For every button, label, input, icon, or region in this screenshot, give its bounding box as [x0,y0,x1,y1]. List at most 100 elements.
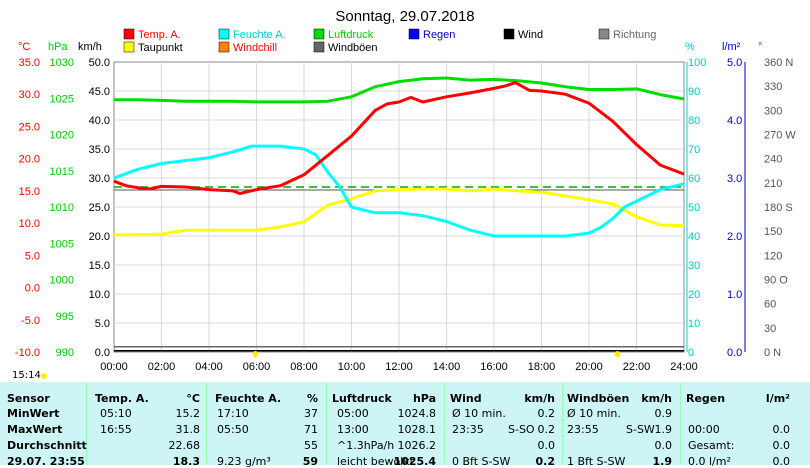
percent-axis-label: % [685,41,695,53]
hpa-tick-label: 995 [56,311,74,323]
gust-value: 1.9 [654,423,673,436]
wind-value: 0.0 [537,439,556,452]
legend-label: Taupunkt [138,42,183,54]
row-label: MinWert [7,407,60,420]
header-rain-unit: l/m² [765,392,790,405]
degrees-tick-label: 90 O [764,275,788,287]
wind-value: 0.2 [537,423,556,436]
wind-value: 0.2 [535,455,556,468]
degrees-tick-label: 360 N [764,57,793,69]
column-separator [444,382,445,465]
degrees-tick-label: 240 [764,154,782,166]
x-tick-label: 16:00 [480,361,508,373]
x-tick-label: 24:00 [670,361,698,373]
hum-value: 59 [302,455,318,468]
column-separator [680,382,681,465]
legend-label: Luftdruck [328,29,374,41]
degrees-tick-label: 60 [764,299,776,311]
lm2-tick-label: 4.0 [727,115,742,127]
row-label: 29.07. 23:55 [7,455,85,468]
series-line-taupunkt [114,187,685,237]
legend-swatch [408,28,420,40]
legend-label: Windböen [328,42,378,54]
legend-swatch [218,41,230,53]
header-wind-unit: km/h [524,392,555,405]
tick-labels: 35.0 30.0 25.0 20.0 15.0 10.0 5.0 0.0 -5.0 -10.0 1… [15,57,796,373]
gust-value: 0.0 [654,439,673,452]
celsius-tick-label: 35.0 [19,57,40,69]
rain-time: 0.0 l/m² [688,455,731,468]
rain-time: Gesamt: [688,439,735,452]
gust-value: 0.9 [654,407,673,420]
celsius-tick-label: 15.0 [19,186,40,198]
legend-swatch [503,28,515,40]
percent-tick-label: 70 [688,144,700,156]
gust-time: 23:55 [567,423,599,436]
legend-swatch [218,28,230,40]
hum-time: 17:10 [217,407,249,420]
temp-value: 18.3 [172,455,200,468]
header-temp-unit: °C [186,392,200,405]
degrees-tick-label: 30 [764,323,776,335]
hum-time: 05:50 [217,423,249,436]
degrees-tick-label: 150 [764,226,782,238]
wind-value: 0.2 [537,407,556,420]
legend-swatch [313,41,325,53]
degrees-axis-label: ° [758,41,762,53]
gust-time: 1 Bft S-SW [567,455,626,468]
celsius-tick-label: -10.0 [15,347,40,359]
hpa-tick-label: 1005 [50,238,74,250]
legend-label: Windchill [233,42,277,54]
percent-tick-label: 60 [688,173,700,185]
legend-swatch [123,41,135,53]
series-group [113,76,685,352]
lm2-tick-label: 3.0 [727,173,742,185]
kmh-tick-label: 35.0 [89,144,110,156]
time-dot-icon [41,373,47,379]
x-tick-label: 22:00 [623,361,651,373]
wind-time: 0 Bft S-SW [452,455,511,468]
celsius-tick-label: -5.0 [21,315,40,327]
x-tick-label: 06:00 [243,361,271,373]
hpa-tick-label: 1010 [50,202,74,214]
header-press: Luftdruck [332,392,392,405]
lm2-axis-label: l/m² [722,41,741,53]
hpa-tick-label: 1025 [50,93,74,105]
row-label: MaxWert [7,423,63,436]
rain-value: 0.0 [772,439,791,452]
temp-value: 31.8 [175,423,201,436]
gust-direction: S-SW [626,423,655,436]
degrees-tick-label: 0 N [764,347,781,359]
header-hum: Feuchte A. [215,392,282,405]
x-tick-label: 08:00 [290,361,318,373]
weather-chart: Sonntag, 29.07.2018 Temp. A. Feuchte A. Lu… [15,8,796,373]
press-time: 05:00 [337,407,369,420]
header-rain: Regen [686,392,726,405]
percent-tick-label: 100 [688,57,706,69]
legend-label: Regen [423,29,455,41]
percent-tick-label: 30 [688,260,700,272]
kmh-tick-label: 10.0 [89,289,110,301]
legend-label: Wind [518,29,543,41]
kmh-tick-label: 50.0 [89,57,110,69]
legend-swatch [123,28,135,40]
series-line-luftdruck [114,76,685,104]
kmh-tick-label: 25.0 [89,202,110,214]
legend-swatch [598,28,610,40]
header-gust: Windböen [567,392,630,405]
series-line-temp-a- [113,81,685,195]
celsius-tick-label: 25.0 [19,121,40,133]
degrees-tick-label: 120 [764,250,782,262]
percent-tick-label: 90 [688,86,700,98]
column-separator [206,382,207,465]
press-time: ^1.3hPa/h [337,439,395,452]
decorations [252,351,621,358]
kmh-axis-label: km/h [78,41,102,53]
time-bar: 15:14 [0,370,810,382]
rain-value: 0.0 [772,455,791,468]
press-value: 1025.4 [393,455,436,468]
degrees-tick-label: 180 S [764,202,793,214]
hpa-tick-label: 1000 [50,275,74,287]
percent-tick-label: 80 [688,115,700,127]
kmh-tick-label: 30.0 [89,173,110,185]
